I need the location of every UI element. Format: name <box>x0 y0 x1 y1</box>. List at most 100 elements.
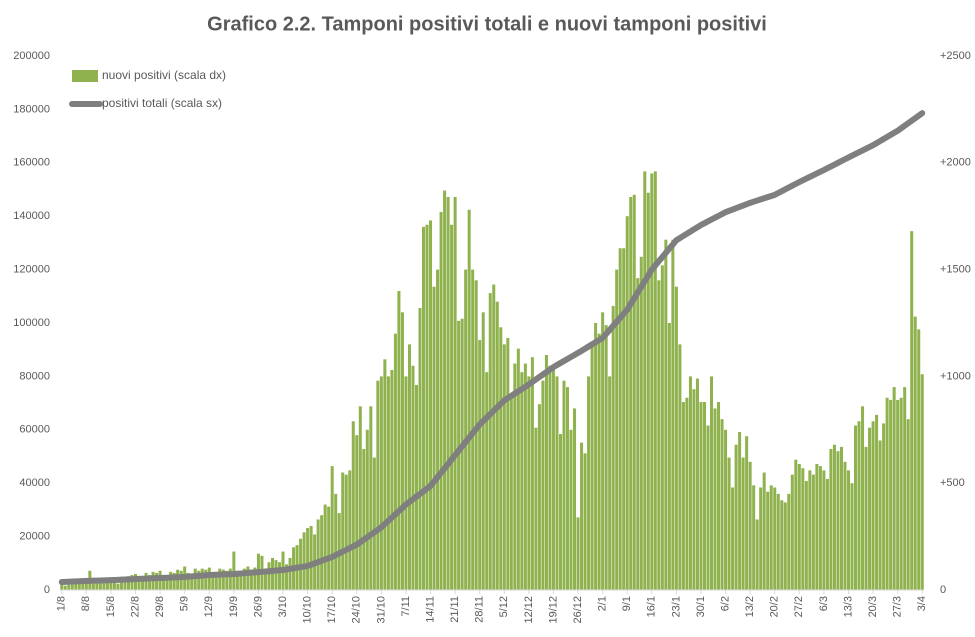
bar <box>439 211 443 591</box>
bar <box>594 323 598 590</box>
bar <box>232 551 236 590</box>
bar <box>622 248 626 591</box>
bar <box>913 316 917 590</box>
bar <box>523 363 527 590</box>
bar <box>759 487 763 590</box>
bar <box>520 372 524 590</box>
chart-title: Grafico 2.2. Tamponi positivi totali e n… <box>207 13 767 35</box>
bar <box>443 190 447 590</box>
bar <box>228 568 232 590</box>
bar <box>70 581 74 590</box>
bar <box>544 355 548 590</box>
bar <box>871 421 875 590</box>
bar <box>369 406 373 590</box>
bar <box>200 568 204 590</box>
x-tick-label: 10/10 <box>302 596 314 624</box>
bar <box>562 380 566 590</box>
x-tick-label: 30/1 <box>695 596 707 617</box>
x-tick-label: 23/1 <box>670 596 682 617</box>
y-tick-label: 180000 <box>13 103 50 115</box>
bar <box>207 567 211 590</box>
bar <box>274 560 278 590</box>
bar <box>671 239 675 591</box>
bar <box>429 220 433 591</box>
bar <box>541 380 545 590</box>
bar <box>502 344 506 590</box>
bar <box>81 582 85 590</box>
bar <box>397 290 401 590</box>
x-tick-label: 5/9 <box>179 596 191 611</box>
x-tick-label: 22/8 <box>129 596 141 617</box>
bar <box>302 532 306 590</box>
bar <box>464 269 468 590</box>
bar <box>235 570 239 590</box>
x-tick-label: 7/11 <box>400 596 412 617</box>
bar <box>516 348 520 590</box>
bar <box>474 280 478 590</box>
bar <box>615 269 619 590</box>
bar <box>74 582 78 590</box>
bar <box>625 216 629 590</box>
y-tick-label: 80000 <box>19 370 50 382</box>
bar <box>636 278 640 590</box>
bar <box>249 569 253 590</box>
x-tick-label: 27/3 <box>892 596 904 617</box>
x-tick-label: 19/9 <box>228 596 240 617</box>
y2-tick-label: +1000 <box>940 370 971 382</box>
x-tick-label: 19/12 <box>547 596 559 624</box>
bar <box>713 408 717 590</box>
bar <box>109 577 113 590</box>
x-tick-label: 27/2 <box>793 596 805 617</box>
bar <box>422 226 426 590</box>
bar <box>643 171 647 590</box>
bar <box>692 389 696 590</box>
x-tick-label: 12/12 <box>523 596 535 624</box>
bar <box>720 419 724 590</box>
bar <box>829 449 833 590</box>
bar <box>263 570 267 590</box>
y-tick-label: 100000 <box>13 317 50 329</box>
bar <box>197 570 201 590</box>
bar <box>98 580 102 590</box>
bar <box>193 568 197 590</box>
bar <box>822 470 826 590</box>
bar <box>685 397 689 590</box>
bar <box>804 481 808 590</box>
bar <box>362 449 366 590</box>
bar <box>843 461 847 590</box>
bar <box>724 429 728 590</box>
bar <box>495 301 499 590</box>
x-tick-label: 5/12 <box>498 596 510 617</box>
bar <box>745 436 749 590</box>
x-tick-label: 6/2 <box>719 596 731 611</box>
bar <box>695 378 699 590</box>
bar <box>239 575 243 590</box>
bar <box>815 463 819 590</box>
x-tick-label: 20/2 <box>769 596 781 617</box>
x-tick-label: 9/1 <box>621 596 633 611</box>
bar <box>667 323 671 590</box>
bar <box>573 408 577 590</box>
bar <box>95 579 99 590</box>
bar <box>702 402 706 590</box>
bar <box>492 284 496 590</box>
bar <box>499 327 503 590</box>
bar <box>148 575 152 590</box>
y2-tick-label: +2500 <box>940 50 971 62</box>
bar <box>569 429 573 590</box>
bar <box>664 239 668 591</box>
bar <box>334 493 338 590</box>
bar <box>706 425 710 590</box>
bar <box>450 224 454 590</box>
bar <box>225 570 229 590</box>
x-tick-label: 2/1 <box>597 596 609 611</box>
bar <box>917 329 921 590</box>
x-tick-label: 17/10 <box>326 596 338 624</box>
bar <box>590 344 594 590</box>
bar <box>639 256 643 590</box>
bar <box>903 387 907 590</box>
bar <box>102 579 106 590</box>
bar <box>141 581 145 590</box>
bar <box>425 224 429 590</box>
bar <box>165 579 169 590</box>
